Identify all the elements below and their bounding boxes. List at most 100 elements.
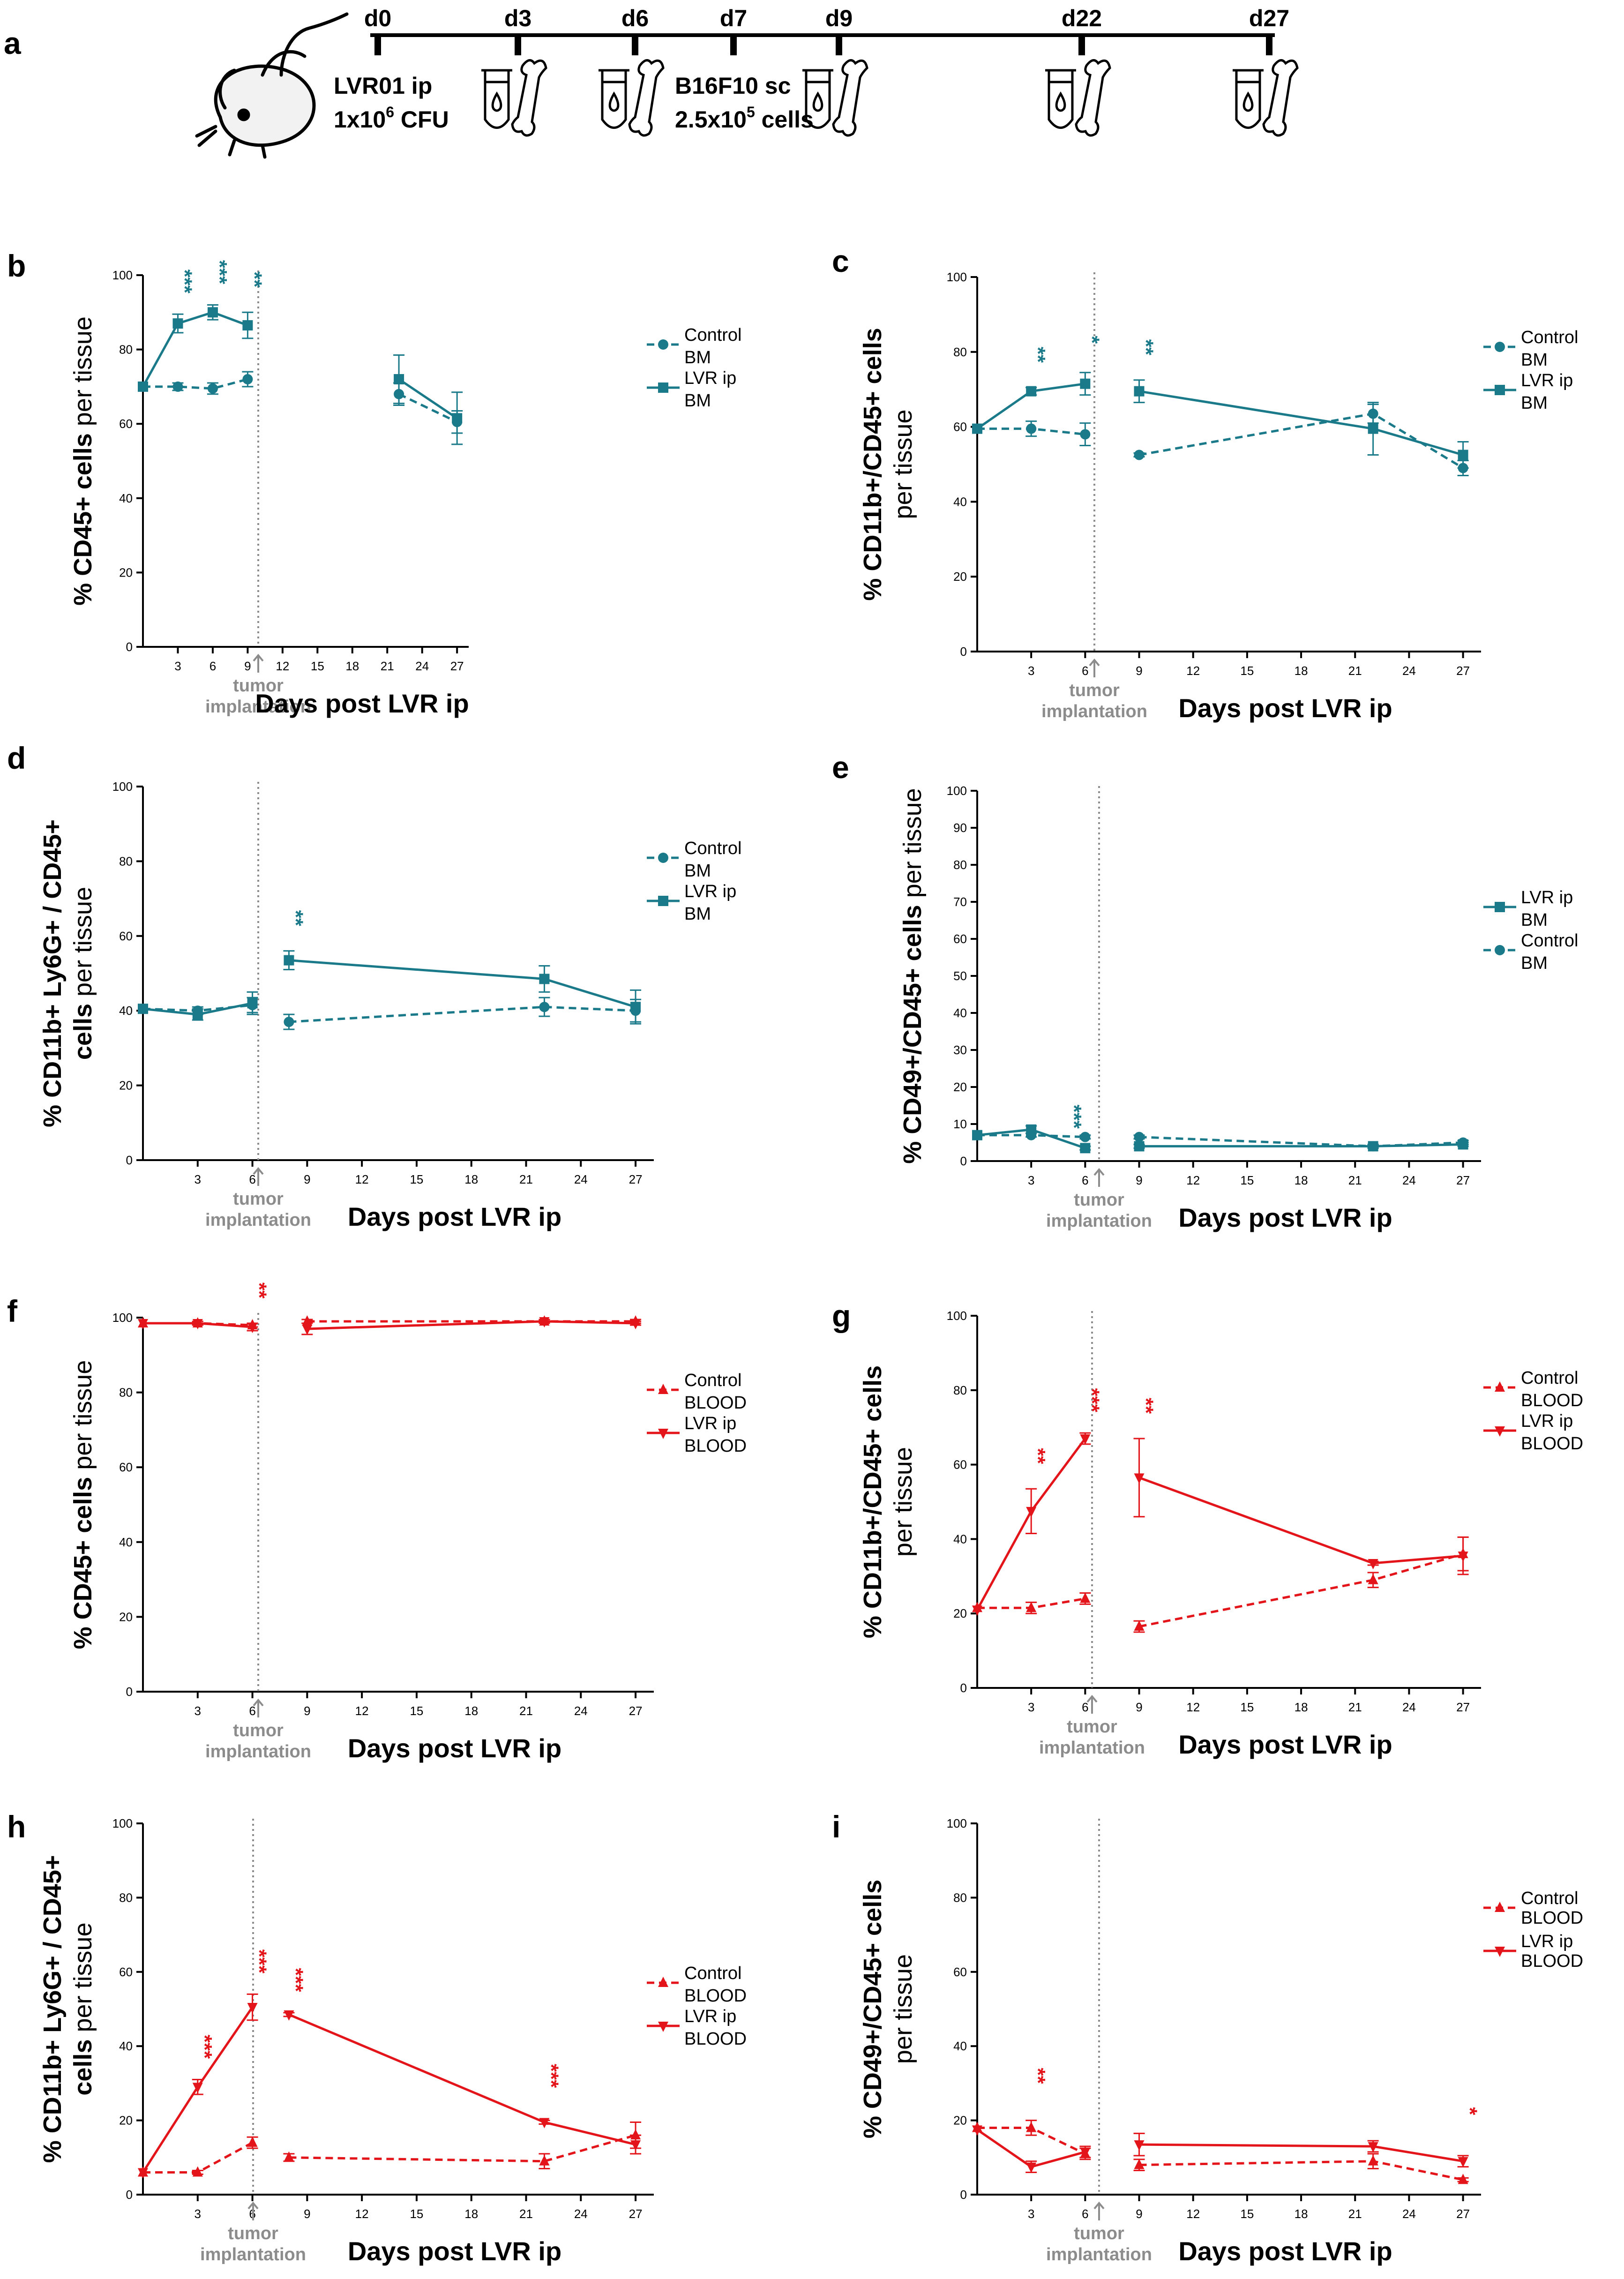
mouse-illustration — [195, 12, 349, 159]
mouse-body — [214, 64, 316, 147]
x-tick-label: 12 — [1186, 1173, 1200, 1187]
legend-series-name: Control — [1521, 1368, 1579, 1388]
x-tick-label: 18 — [345, 659, 359, 673]
chart-panel-c: c 0 20 40 60 80 100 3 6 9 12 15 18 21 24 27 tumor implant… — [832, 244, 1579, 723]
significance-marker: *** — [1080, 1388, 1103, 1412]
y-tick-label: 40 — [953, 1532, 967, 1546]
x-axis-title: Days post LVR ip — [348, 1202, 561, 1231]
x-tick-label: 24 — [1402, 664, 1416, 678]
x-tick-label: 6 — [1082, 1700, 1088, 1714]
legend-series-name: Control — [684, 839, 742, 858]
tube-icon — [805, 70, 831, 129]
panel-letter-i: i — [832, 1809, 840, 1844]
y-tick-label: 80 — [953, 858, 967, 872]
tube-icon — [1048, 70, 1074, 129]
significance-marker: *** — [1063, 1105, 1085, 1129]
x-tick-label: 21 — [1348, 1173, 1362, 1187]
series-line — [289, 2134, 636, 2163]
y-axis-title: % CD49+/CD45+ cells per tissue — [898, 788, 927, 1163]
data-point-square — [972, 1130, 982, 1140]
bone-icon — [511, 59, 547, 137]
data-point-triangle-up — [1495, 1381, 1505, 1392]
legend-series-name: Control — [1521, 931, 1579, 951]
x-tick-label: 18 — [464, 1172, 478, 1186]
data-point-square — [138, 381, 148, 392]
legend-series-name: LVR ip — [1521, 888, 1573, 907]
data-point-triangle-up — [1134, 1620, 1145, 1631]
timeline-day-label: d27 — [1249, 5, 1289, 31]
x-tick-label: 27 — [1456, 1173, 1470, 1187]
legend-series-name: LVR ip — [684, 882, 736, 901]
legend-series-tissue: BM — [684, 904, 711, 924]
series-line — [1139, 1143, 1463, 1147]
tumor-label-line2: implantation — [1046, 2245, 1152, 2264]
tumor-arrow-icon — [1089, 658, 1100, 677]
tumor-label-line2: implantation — [1041, 702, 1147, 721]
legend-series-name: LVR ip — [684, 1414, 736, 1433]
data-point-triangle-down — [630, 2140, 641, 2151]
x-tick-label: 18 — [1295, 664, 1308, 678]
y-tick-label: 20 — [953, 1080, 967, 1094]
data-point-triangle-down — [284, 2010, 294, 2021]
blood-drop-icon — [491, 91, 502, 112]
data-point-circle — [172, 381, 183, 392]
series-control — [972, 404, 1469, 476]
significance-marker: ** — [1135, 1398, 1158, 1414]
legend-series-tissue: BLOOD — [684, 1393, 747, 1413]
data-point-square — [242, 320, 253, 331]
timeline-day-label: d6 — [621, 5, 649, 31]
data-point-circle — [207, 383, 218, 394]
x-tick-label: 15 — [1240, 664, 1254, 678]
legend-series-name: LVR ip — [684, 368, 736, 388]
data-point-triangle-down — [1134, 2140, 1145, 2151]
y-tick-label: 40 — [953, 2039, 967, 2053]
y-tick-label: 80 — [119, 343, 133, 357]
blood-drop-icon — [1055, 91, 1066, 112]
data-point-triangle-down — [192, 2083, 203, 2093]
data-point-triangle-down — [302, 1324, 313, 1335]
significance-marker: *** — [193, 2035, 216, 2059]
data-point-triangle-down — [138, 2168, 148, 2179]
data-point-triangle-down — [247, 1322, 258, 1333]
data-point-circle — [658, 853, 668, 863]
y-tick-label: 20 — [119, 2114, 133, 2128]
tumor-label-line1: tumor — [1067, 1717, 1117, 1737]
x-tick-label: 27 — [1456, 2207, 1470, 2221]
x-tick-label: 3 — [1028, 664, 1034, 678]
data-point-square — [1368, 1141, 1378, 1152]
y-tick-label: 100 — [947, 270, 967, 284]
tumor-arrow-icon — [253, 1698, 264, 1717]
x-tick-label: 21 — [519, 1172, 533, 1186]
data-point-triangle-up — [1080, 1592, 1091, 1603]
x-tick-label: 24 — [1402, 1173, 1416, 1187]
tube-icon — [1235, 70, 1261, 129]
x-tick-label: 24 — [574, 2207, 588, 2221]
x-tick-label: 18 — [1295, 2207, 1308, 2221]
data-point-triangle-down — [1026, 1507, 1037, 1517]
data-point-square — [658, 382, 668, 393]
tumor-arrow-icon — [253, 1167, 264, 1186]
significance-marker: ** — [1026, 2068, 1049, 2084]
legend-series-name: LVR ip — [1521, 371, 1573, 390]
y-tick-label: 60 — [953, 1458, 967, 1472]
x-tick-label: 12 — [1186, 1700, 1200, 1714]
series-lvr-ip — [138, 1993, 642, 2179]
y-axis-title-line2: per tissue — [889, 409, 917, 519]
x-tick-label: 9 — [244, 659, 251, 673]
x-tick-label: 24 — [1402, 1700, 1416, 1714]
x-tick-label: 9 — [1136, 1700, 1142, 1714]
tube-icon — [484, 70, 510, 129]
series-control — [138, 997, 642, 1030]
x-tick-label: 21 — [1348, 664, 1362, 678]
y-tick-label: 20 — [953, 570, 967, 584]
x-tick-label: 9 — [304, 1704, 310, 1718]
x-tick-label: 6 — [249, 1704, 255, 1718]
data-point-circle — [284, 1017, 294, 1027]
y-tick-label: 50 — [953, 969, 967, 983]
x-tick-label: 3 — [195, 1172, 201, 1186]
x-tick-label: 21 — [1348, 1700, 1362, 1714]
